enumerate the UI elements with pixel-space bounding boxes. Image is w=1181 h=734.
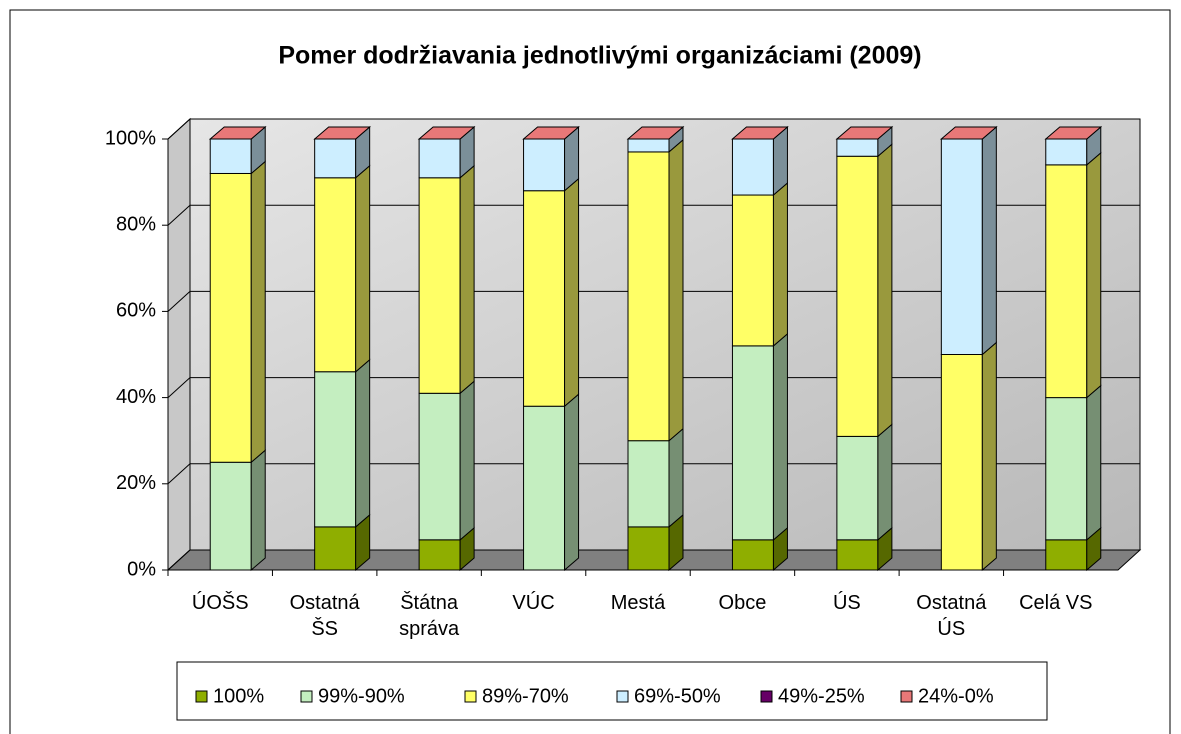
legend-swatch (195, 690, 208, 703)
legend-label: 89%-70% (482, 685, 569, 707)
x-tick-label: Ostatná ÚS (916, 592, 987, 640)
bar-segment (836, 539, 879, 571)
y-tick-label: 100% (105, 127, 156, 149)
bar-top (626, 126, 685, 140)
x-tick-label: ÚOŠS (191, 592, 249, 614)
legend-swatch (300, 690, 313, 703)
legend-label: 69%-50% (634, 685, 721, 707)
y-tick-label: 40% (116, 386, 156, 408)
x-tick-label: Celá VS (1019, 592, 1093, 614)
bar-top (1044, 126, 1103, 140)
bar-segment (731, 138, 774, 196)
grid-line (167, 463, 191, 485)
bar-segment (836, 155, 879, 437)
bar-side (668, 427, 684, 528)
x-tick-label: Obce (718, 592, 767, 614)
bar-segment (1045, 138, 1088, 166)
frame (9, 9, 1171, 734)
bar-segment (627, 151, 670, 442)
bar-segment (418, 177, 461, 394)
bar-side (981, 341, 997, 572)
bar-segment (1045, 539, 1088, 571)
bar-segment (418, 392, 461, 541)
legend-label: 49%-25% (778, 685, 865, 707)
bar-side (250, 449, 266, 572)
bar-segment (418, 138, 461, 179)
bar-side (668, 138, 684, 442)
bar-segment (940, 354, 983, 571)
grid-line (167, 118, 191, 140)
plot: 0% 20% 40% 60% 80% 100% (105, 117, 1142, 580)
grid-line (167, 549, 191, 571)
bar-top (313, 126, 372, 140)
bar-segment (523, 190, 566, 407)
bar-side (772, 181, 788, 347)
x-tick-label: Mestá (610, 592, 666, 614)
bar-segment (627, 440, 670, 528)
bar-segment (523, 405, 566, 571)
bar-segment (209, 138, 252, 174)
grid-line (167, 377, 191, 398)
x-tick-label: VÚC (512, 592, 555, 614)
bar-top (417, 126, 476, 140)
bar-side (355, 164, 371, 373)
bar-segment (836, 435, 879, 541)
bar-segment (418, 539, 461, 571)
bar-segment (1045, 397, 1088, 541)
legend-items: 100% 99%-90% 89%-70% 69%-50% 49%-25% 24%-0% (195, 685, 994, 707)
chart-title: Pomer dodržiavania jednotlivými organizá… (278, 42, 921, 70)
bar-segment (314, 177, 357, 373)
bar-segment (940, 138, 983, 355)
bar-segment (1045, 164, 1088, 399)
bar-segment (731, 345, 774, 541)
bar-top (731, 126, 789, 140)
bar-side (564, 177, 580, 408)
legend-swatch (464, 690, 477, 703)
bar-top (939, 126, 998, 140)
bar-segment (314, 138, 357, 179)
grid-line (167, 204, 191, 226)
x-tick-label: Štátna správa (399, 592, 460, 640)
bar-segment (523, 138, 566, 192)
bar-segment (209, 461, 252, 571)
bar-segment (731, 539, 774, 571)
legend-label: 24%-0% (918, 685, 994, 707)
bar-side (877, 143, 893, 438)
y-tick-label: 0% (127, 558, 156, 580)
bar-segment (836, 138, 879, 157)
bar-segment (209, 172, 252, 463)
bar-side (877, 423, 893, 541)
bar-top (522, 126, 580, 140)
legend-swatch (760, 690, 773, 703)
y-tick-label: 80% (116, 213, 156, 235)
bar-side (1086, 384, 1102, 541)
legend-label: 100% (213, 685, 264, 707)
bar-side (250, 160, 266, 464)
bar-side (459, 164, 475, 395)
bar-side (772, 332, 788, 541)
y-tick-label: 20% (116, 472, 156, 494)
bar-side (355, 358, 371, 528)
bar-top (208, 126, 267, 140)
bar-side (981, 125, 997, 356)
x-tick-label: ÚS (832, 592, 861, 614)
bar-segment (627, 526, 670, 571)
bar-side (459, 380, 475, 541)
legend-swatch (616, 690, 629, 703)
legend-swatch (900, 690, 913, 703)
bar-top (835, 126, 894, 140)
x-tick-label: Ostatná ŠS (289, 592, 360, 640)
y-tick-label: 60% (116, 300, 156, 322)
bar-segment (314, 371, 357, 528)
bar-side (1086, 151, 1102, 399)
bar-segment (731, 194, 774, 347)
bar-segment (627, 138, 670, 153)
side-wall (167, 117, 191, 572)
bar-side (564, 393, 580, 572)
grid-line (167, 291, 191, 312)
legend-label: 99%-90% (318, 685, 405, 707)
bar-segment (314, 526, 357, 571)
